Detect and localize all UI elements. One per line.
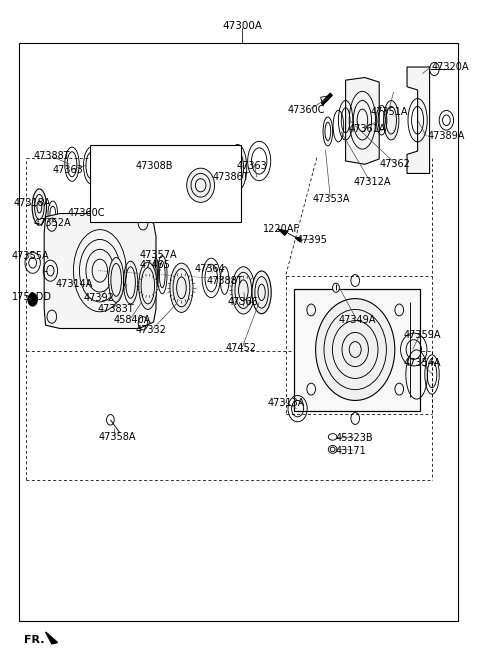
Text: 47358A: 47358A (98, 432, 136, 442)
Text: 45323B: 45323B (336, 433, 373, 443)
Ellipse shape (316, 298, 395, 401)
Text: 47362: 47362 (379, 159, 410, 170)
Polygon shape (294, 289, 420, 411)
Circle shape (333, 283, 339, 292)
Text: 47364: 47364 (194, 263, 225, 274)
Text: 1220AF: 1220AF (263, 224, 300, 235)
Text: 47313A: 47313A (267, 397, 305, 408)
Text: 47366: 47366 (228, 297, 259, 307)
Text: 47351A: 47351A (371, 106, 408, 117)
Text: 47357A: 47357A (139, 250, 177, 260)
Text: 47388T: 47388T (34, 151, 70, 162)
Text: 47349A: 47349A (339, 315, 376, 325)
Text: 47389A: 47389A (427, 131, 465, 141)
Text: 47360C: 47360C (68, 208, 105, 218)
Ellipse shape (232, 267, 255, 314)
Ellipse shape (139, 262, 157, 309)
Polygon shape (407, 67, 430, 173)
Text: 43171: 43171 (336, 446, 367, 457)
Polygon shape (322, 93, 332, 105)
Ellipse shape (32, 189, 47, 225)
Ellipse shape (108, 258, 124, 302)
Ellipse shape (187, 168, 215, 202)
Text: FR.: FR. (24, 635, 45, 645)
Polygon shape (44, 214, 156, 328)
Ellipse shape (228, 145, 247, 191)
Text: 47355A: 47355A (12, 250, 49, 261)
Text: 47318A: 47318A (13, 198, 51, 208)
Text: 47361A: 47361A (348, 124, 386, 134)
Ellipse shape (252, 271, 271, 314)
Text: 47465: 47465 (139, 260, 170, 271)
Text: 47320A: 47320A (432, 62, 469, 72)
Polygon shape (295, 238, 300, 242)
Text: 47383T: 47383T (97, 304, 134, 314)
Text: 47314A: 47314A (55, 279, 93, 289)
Text: 47352A: 47352A (34, 218, 71, 229)
Text: 47363: 47363 (237, 160, 267, 171)
Text: 47300A: 47300A (222, 21, 263, 32)
Text: 45840A: 45840A (114, 315, 151, 325)
Text: 47395: 47395 (296, 235, 327, 246)
Ellipse shape (384, 101, 399, 140)
Bar (19, 43, 458, 621)
Text: 47332: 47332 (135, 325, 166, 336)
Circle shape (28, 293, 37, 306)
Text: 47354A: 47354A (403, 358, 441, 369)
Bar (90, 145, 241, 222)
Text: 47308B: 47308B (136, 160, 173, 171)
Text: 1751DD: 1751DD (12, 292, 51, 302)
Text: 47363: 47363 (52, 164, 83, 175)
Polygon shape (278, 229, 288, 235)
Text: 47312A: 47312A (354, 177, 391, 187)
Text: 47452: 47452 (226, 343, 257, 353)
Text: 47359A: 47359A (403, 330, 441, 340)
Text: 47360C: 47360C (288, 104, 325, 115)
Text: 47388T: 47388T (206, 275, 243, 286)
Polygon shape (346, 78, 379, 164)
Text: 47353A: 47353A (312, 194, 350, 204)
Text: 47392: 47392 (84, 292, 115, 303)
Text: 47386T: 47386T (212, 171, 249, 182)
Ellipse shape (170, 263, 193, 312)
Polygon shape (46, 632, 58, 644)
